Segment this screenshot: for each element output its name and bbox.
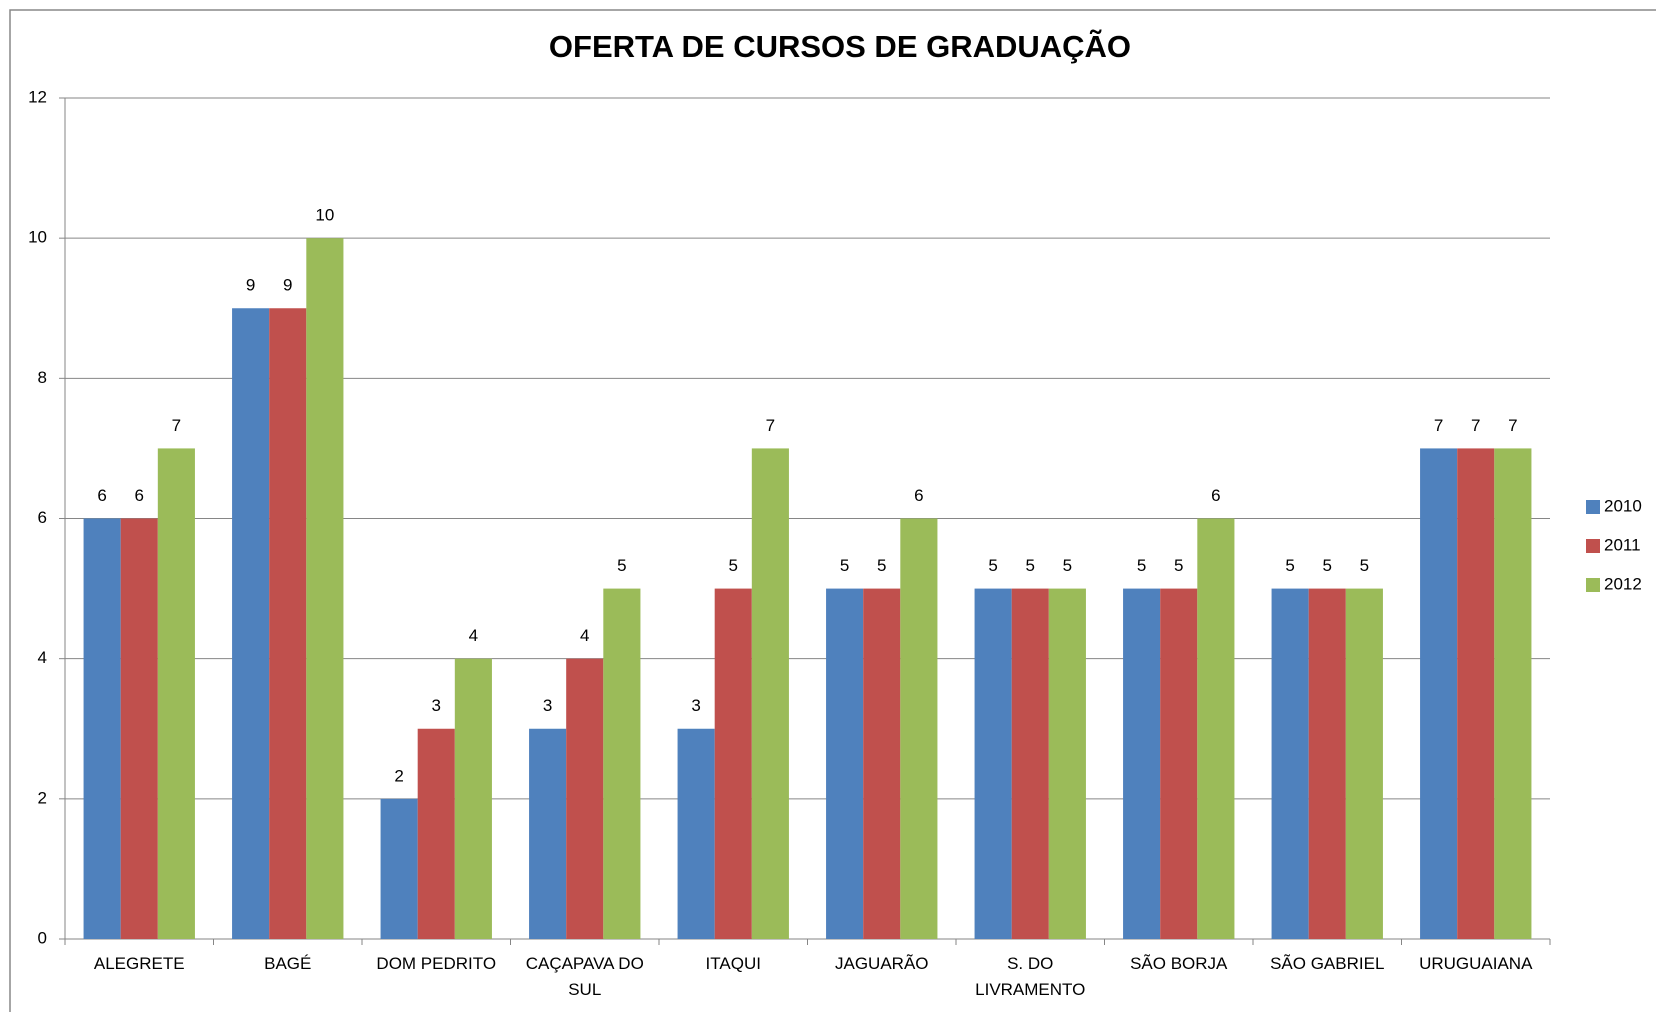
bar: [1197, 518, 1235, 939]
bar: [306, 238, 344, 939]
bar: [1457, 448, 1495, 939]
y-tick-label: 2: [38, 788, 47, 807]
y-tick-label: 4: [38, 648, 47, 667]
legend-swatch: [1586, 539, 1600, 553]
x-tick-label: CAÇAPAVA DO SUL: [525, 954, 644, 999]
data-label: 3: [432, 696, 441, 715]
data-label: 4: [580, 626, 589, 645]
data-label: 5: [617, 556, 626, 575]
bar: [417, 728, 455, 939]
bar: [677, 728, 715, 939]
x-tick-label: ITAQUI: [705, 954, 761, 973]
data-label: 3: [543, 696, 552, 715]
data-label: 7: [1471, 416, 1480, 435]
data-label: 6: [97, 486, 106, 505]
legend-swatch: [1586, 500, 1600, 514]
y-tick-label: 0: [38, 928, 47, 947]
bar: [603, 588, 641, 939]
data-label: 2: [394, 766, 403, 785]
bar: [1271, 588, 1309, 939]
bar: [1345, 588, 1383, 939]
x-tick-label: BAGÉ: [264, 954, 312, 973]
bar: [1308, 588, 1346, 939]
bar: [863, 588, 901, 939]
bar: [1011, 588, 1049, 939]
bar: [1494, 448, 1532, 939]
data-label: 10: [315, 206, 334, 225]
data-label: 6: [914, 486, 923, 505]
data-label: 5: [988, 556, 997, 575]
data-label: 3: [691, 696, 700, 715]
y-tick-label: 12: [28, 87, 47, 106]
bar: [751, 448, 789, 939]
bar: [269, 308, 307, 939]
x-tick-label: JAGUARÃO: [834, 954, 929, 973]
x-tick-label: SÃO BORJA: [1130, 954, 1228, 973]
data-label: 5: [840, 556, 849, 575]
data-label: 5: [1285, 556, 1294, 575]
bar: [1048, 588, 1086, 939]
bar: [1420, 448, 1458, 939]
data-label: 7: [1508, 416, 1517, 435]
data-label: 9: [246, 276, 255, 295]
data-label: 5: [1323, 556, 1332, 575]
data-label: 5: [877, 556, 886, 575]
data-label: 4: [469, 626, 478, 645]
bar: [714, 588, 752, 939]
legend-label: 2010: [1604, 496, 1642, 515]
data-label: 5: [1026, 556, 1035, 575]
data-label: 7: [766, 416, 775, 435]
chart-frame: [9, 9, 1656, 1012]
legend-label: 2012: [1604, 574, 1642, 593]
data-label: 5: [1137, 556, 1146, 575]
x-tick-label: S. DO LIVRAMENTO: [975, 954, 1086, 999]
bar: [529, 728, 567, 939]
bar: [974, 588, 1012, 939]
data-label: 5: [729, 556, 738, 575]
data-label: 7: [1434, 416, 1443, 435]
bar: [566, 658, 604, 939]
data-label: 6: [1211, 486, 1220, 505]
chart-title: OFERTA DE CURSOS DE GRADUAÇÃO: [549, 29, 1131, 64]
bar: [380, 798, 418, 939]
bar: [826, 588, 864, 939]
data-label: 5: [1063, 556, 1072, 575]
x-tick-label: DOM PEDRITO: [376, 954, 497, 973]
x-tick-label: SÃO GABRIEL: [1270, 954, 1385, 973]
data-label: 5: [1360, 556, 1369, 575]
bar: [83, 518, 121, 939]
legend-swatch: [1586, 578, 1600, 592]
data-label: 7: [172, 416, 181, 435]
legend-label: 2011: [1604, 535, 1641, 554]
bar: [232, 308, 270, 939]
bar: [1160, 588, 1198, 939]
data-label: 5: [1174, 556, 1183, 575]
data-label: 6: [135, 486, 144, 505]
x-tick-label: ALEGRETE: [93, 954, 185, 973]
y-tick-label: 8: [38, 368, 47, 387]
y-tick-label: 10: [28, 228, 47, 247]
x-tick-label: URUGUAIANA: [1419, 954, 1533, 973]
bar: [454, 658, 492, 939]
y-tick-label: 6: [38, 508, 47, 527]
bar: [1123, 588, 1161, 939]
bar: [120, 518, 158, 939]
bar: [900, 518, 938, 939]
data-label: 9: [283, 276, 292, 295]
bar: [157, 448, 195, 939]
